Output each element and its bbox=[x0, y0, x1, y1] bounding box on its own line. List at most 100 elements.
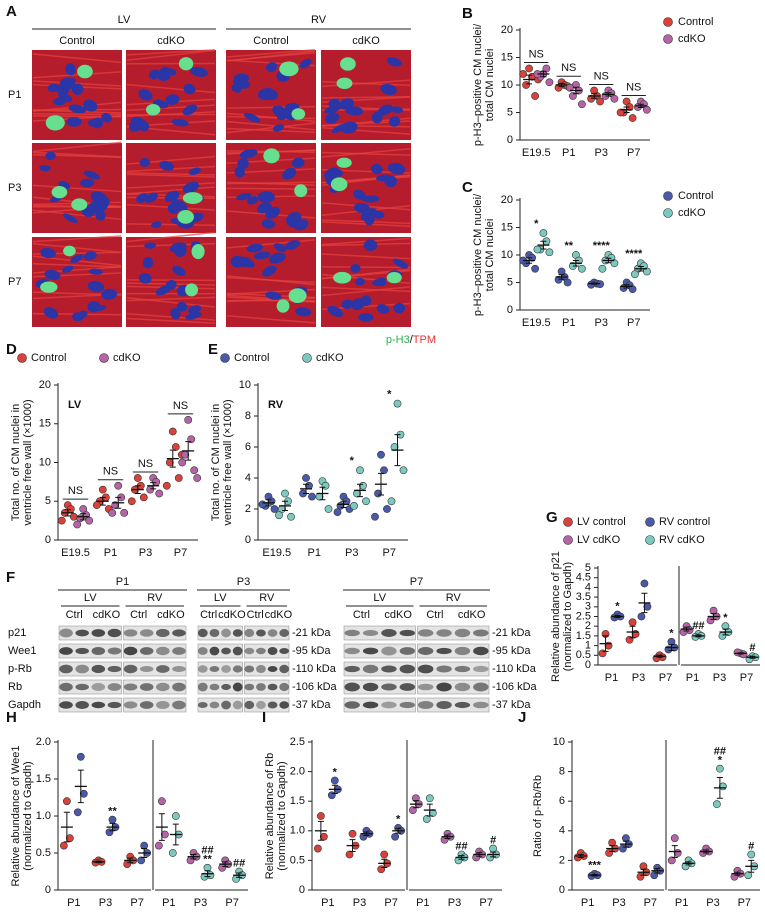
annotation: * bbox=[387, 389, 392, 401]
blot-band bbox=[172, 682, 186, 692]
y-tick-label: 0 bbox=[299, 884, 305, 896]
x-tick-label: P1 bbox=[162, 897, 175, 909]
nucleus bbox=[95, 210, 106, 221]
blot-strip bbox=[417, 643, 490, 659]
ph3-nucleus bbox=[279, 61, 299, 77]
annotation: NS bbox=[68, 485, 83, 497]
blot-band bbox=[209, 665, 220, 673]
panel-letter: I bbox=[262, 709, 266, 726]
nucleus bbox=[62, 213, 78, 224]
legend-label: Control bbox=[678, 16, 713, 28]
blot-strip bbox=[417, 625, 490, 641]
panel-letter: F bbox=[6, 569, 15, 586]
size-label: -106 kDa bbox=[292, 681, 338, 693]
panel-letter: J bbox=[518, 709, 526, 726]
fiber bbox=[126, 312, 216, 321]
blot-band bbox=[244, 628, 255, 638]
blot-band bbox=[172, 647, 186, 655]
blot-band bbox=[107, 647, 122, 655]
x-tick-label: P3 bbox=[595, 147, 608, 159]
timepoint-label: P3 bbox=[237, 576, 250, 588]
y-axis-label: Relative abundance of p21 bbox=[550, 551, 562, 682]
size-label: -37 kDa bbox=[292, 699, 331, 711]
y-axis-label: (normalized to Gapdh) bbox=[22, 761, 34, 870]
blot-band bbox=[107, 683, 122, 691]
blot-strip bbox=[343, 661, 416, 677]
fiber bbox=[126, 83, 216, 94]
data-point bbox=[554, 83, 563, 92]
column-label: cdKO bbox=[352, 35, 380, 47]
data-point bbox=[108, 508, 117, 517]
column-label: Control bbox=[253, 35, 288, 47]
significance-label: * bbox=[669, 628, 674, 640]
size-label: -21 kDa bbox=[292, 627, 331, 639]
blot-band bbox=[244, 665, 255, 673]
significance-label: ** bbox=[203, 854, 212, 866]
row-label: P7 bbox=[8, 276, 21, 288]
y-tick-label: 20 bbox=[39, 379, 51, 391]
fiber bbox=[32, 141, 122, 153]
blot-strip bbox=[58, 697, 122, 713]
panel-letter: C bbox=[462, 179, 473, 196]
y-tick-label: 8 bbox=[559, 766, 565, 778]
fiber bbox=[32, 184, 122, 193]
fiber bbox=[126, 296, 216, 308]
data-point bbox=[425, 794, 434, 803]
nucleus bbox=[183, 83, 196, 95]
y-tick-label: 15 bbox=[39, 418, 51, 430]
y-axis-label: Ratio of p-Rb/Rb bbox=[532, 775, 544, 857]
nucleus bbox=[265, 62, 278, 72]
significance-label: * bbox=[333, 766, 338, 778]
nucleus bbox=[380, 83, 397, 96]
data-point bbox=[133, 474, 142, 482]
legend-label: cdKO bbox=[678, 207, 706, 219]
legend-label: cdKO bbox=[316, 352, 344, 364]
ph3-nucleus bbox=[386, 271, 402, 284]
y-axis-label: Total no. of CM nuclei in bbox=[210, 404, 222, 521]
blot-band bbox=[381, 665, 397, 673]
stain-name: TPM bbox=[413, 334, 436, 346]
protein-label: p-Rb bbox=[8, 663, 32, 675]
nucleus bbox=[388, 116, 401, 127]
ph3-nucleus bbox=[178, 57, 194, 71]
nucleus bbox=[171, 118, 189, 127]
y-tick-label: 1.5 bbox=[290, 795, 305, 807]
nucleus bbox=[262, 265, 277, 277]
data-point bbox=[345, 850, 354, 859]
data-point bbox=[643, 267, 651, 276]
blot-band bbox=[362, 664, 379, 674]
blot-band bbox=[381, 683, 397, 691]
fiber bbox=[321, 221, 411, 227]
blot-band bbox=[197, 628, 208, 638]
data-point bbox=[643, 105, 651, 114]
blot-band bbox=[139, 683, 154, 691]
ventricle-label: RV bbox=[259, 592, 275, 604]
fiber bbox=[126, 173, 216, 178]
blot-band bbox=[221, 647, 231, 655]
protein-label: Gapdh bbox=[8, 699, 41, 711]
blot-band bbox=[209, 701, 220, 709]
nucleus bbox=[352, 189, 366, 200]
blot-band bbox=[197, 665, 208, 673]
x-tick-label: P7 bbox=[130, 897, 143, 909]
blot-band bbox=[344, 629, 360, 637]
x-tick-label: P7 bbox=[659, 672, 672, 684]
annotation: **** bbox=[593, 240, 611, 252]
panel-letter: B bbox=[462, 5, 473, 22]
y-axis-label: Relative abundance of Wee1 bbox=[10, 745, 22, 886]
ventricle-label: LV bbox=[84, 592, 97, 604]
data-point bbox=[350, 501, 358, 510]
blot-band bbox=[436, 629, 452, 637]
blot-band bbox=[256, 629, 266, 637]
ph3-nucleus bbox=[263, 148, 280, 164]
nucleus bbox=[40, 247, 56, 259]
legend-label: cdKO bbox=[113, 352, 141, 364]
nucleus bbox=[47, 83, 60, 93]
condition-label: Ctrl bbox=[200, 609, 217, 621]
timepoint-label: P7 bbox=[410, 576, 423, 588]
nucleus bbox=[144, 242, 157, 249]
data-point bbox=[184, 415, 193, 424]
size-label: -37 kDa bbox=[492, 699, 531, 711]
fiber bbox=[32, 53, 122, 64]
data-point bbox=[531, 92, 539, 100]
